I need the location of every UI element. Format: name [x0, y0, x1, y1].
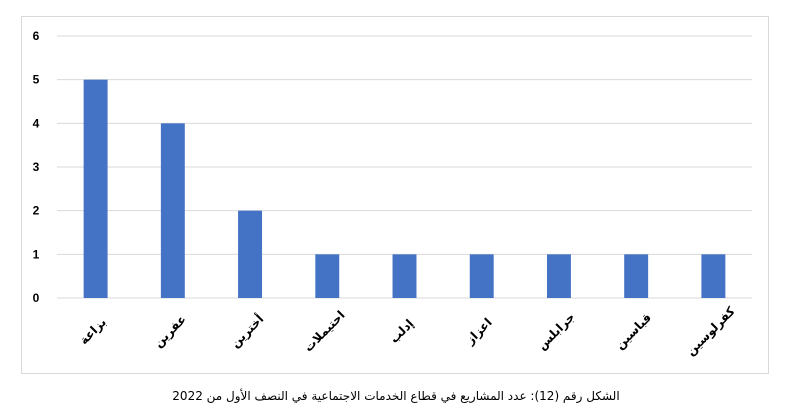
y-tick-label: 6 [33, 29, 40, 43]
bar-4 [315, 254, 340, 298]
bar-chart: 0 1 2 3 4 5 6 بزاعة عفرين أخترين احتيملات إدلب اعزاز… [33, 29, 752, 359]
x-category-label: بزاعة [77, 315, 109, 347]
figure-caption: الشكل رقم (12): عدد المشاريع في قطاع الخ… [172, 389, 620, 403]
y-tick-label: 2 [33, 204, 40, 218]
x-category-label: أخترين [227, 311, 266, 350]
x-category-label: كفرلوسين [683, 304, 738, 359]
x-category-label: عفرين [151, 312, 189, 350]
bar-5 [392, 254, 417, 298]
bar-9 [701, 254, 726, 298]
x-category-label: اعزاز [462, 315, 494, 347]
bar-8 [624, 254, 649, 298]
y-tick-label: 3 [33, 160, 40, 174]
y-tick-label: 5 [33, 73, 40, 87]
bar-1 [83, 79, 108, 298]
bar-2 [160, 123, 185, 298]
bar-7 [546, 254, 571, 298]
y-tick-label: 4 [33, 116, 40, 130]
x-category-label: قباسين [613, 310, 655, 352]
x-category-label: احتيملات [301, 308, 348, 355]
bar-6 [469, 254, 494, 298]
x-category-label: إدلب [387, 317, 416, 346]
chart-frame: 0 1 2 3 4 5 6 بزاعة عفرين أخترين احتيملات إدلب اعزاز… [21, 16, 769, 374]
y-tick-label: 1 [33, 247, 40, 261]
y-tick-label: 0 [33, 291, 40, 305]
bar-3 [238, 210, 263, 298]
x-category-label: جرابلس [535, 310, 578, 353]
